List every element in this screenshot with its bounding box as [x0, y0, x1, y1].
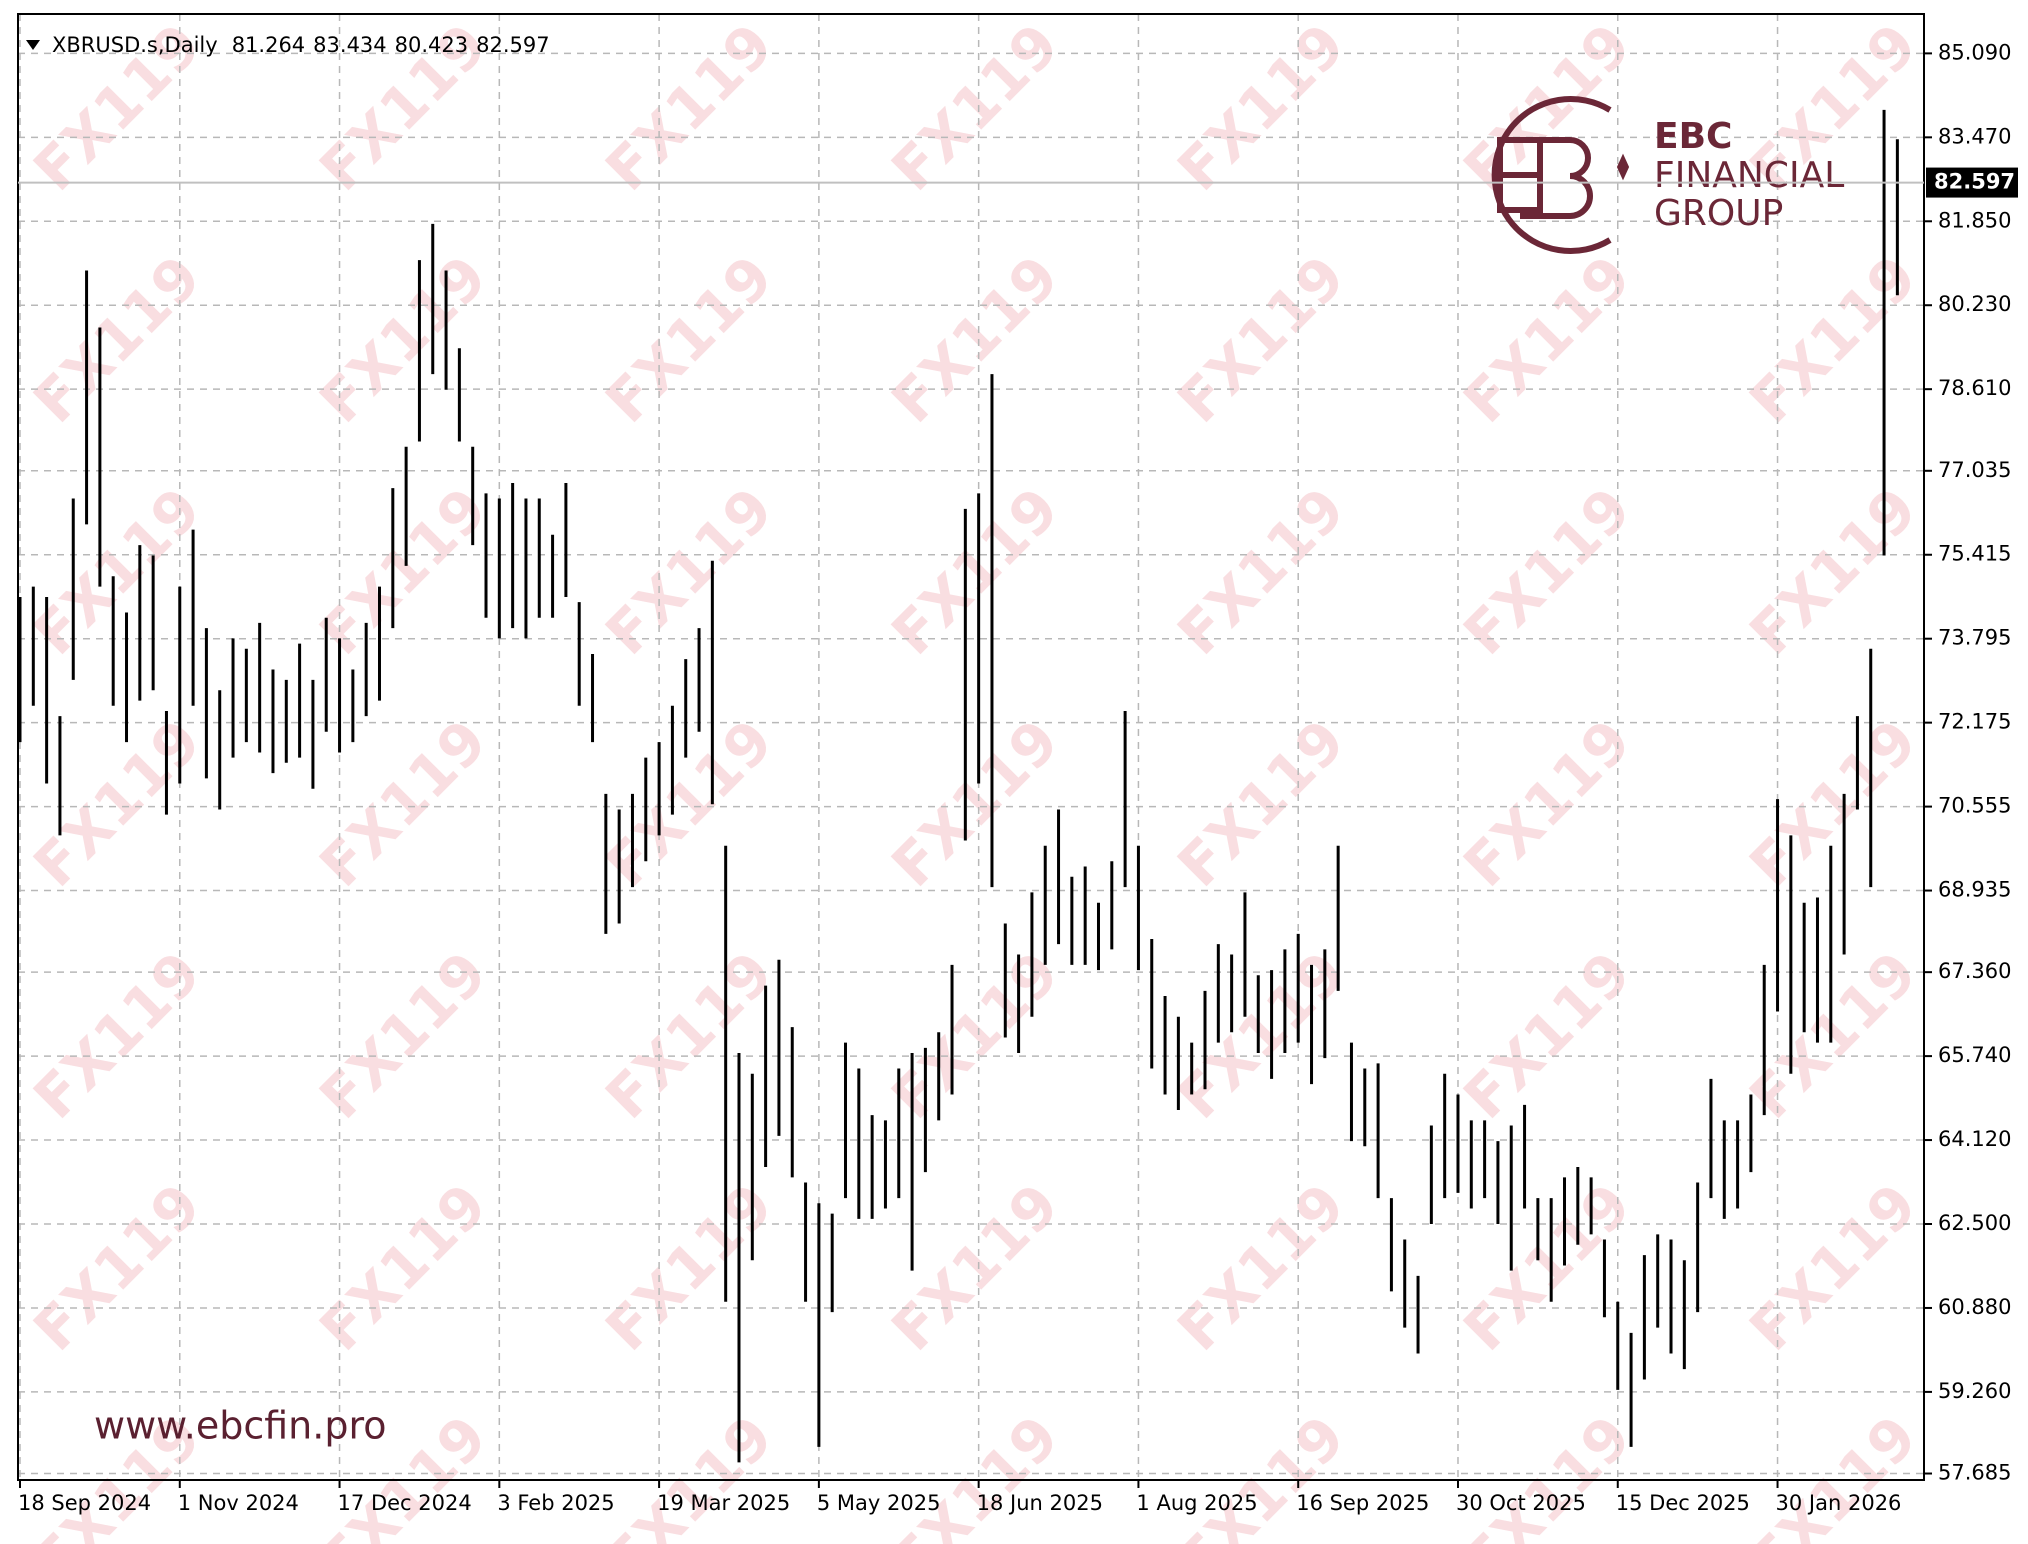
x-tick-label: 5 May 2025 — [817, 1491, 941, 1515]
y-tick-label: 85.090 — [1938, 40, 2011, 64]
website: www.ebcfin.pro — [94, 1404, 386, 1448]
plot-frame — [17, 13, 1925, 1481]
logo-ring — [1491, 96, 1612, 254]
open: 81.264 — [232, 33, 305, 57]
price-label: 82.597 — [1934, 170, 2015, 194]
x-tick-label: 18 Sep 2024 — [18, 1491, 151, 1515]
x-tick-label: 1 Aug 2025 — [1136, 1491, 1257, 1515]
y-tick-label: 64.120 — [1938, 1127, 2011, 1151]
x-tick-label: 15 Dec 2025 — [1616, 1491, 1750, 1515]
y-tick-label: 68.935 — [1938, 878, 2011, 902]
y-tick-label: 65.740 — [1938, 1043, 2011, 1067]
x-tick-label: 19 Mar 2025 — [657, 1491, 790, 1515]
y-tick-label: 57.685 — [1938, 1461, 2011, 1485]
bars — [18, 109, 1899, 1463]
y-tick-label: 80.230 — [1938, 292, 2011, 316]
high: 83.434 — [313, 33, 386, 57]
logo — [1491, 96, 1630, 254]
y-tick-label: 83.470 — [1938, 124, 2011, 148]
close: 82.597 — [476, 33, 549, 57]
logo-star — [1616, 153, 1630, 181]
logo-text: FINANCIAL — [1654, 155, 1844, 196]
x-tick-label: 16 Sep 2025 — [1296, 1491, 1429, 1515]
x-tick-label: 3 Feb 2025 — [497, 1491, 614, 1515]
y-tick-label: 59.260 — [1938, 1379, 2011, 1403]
y-tick-label: 73.795 — [1938, 626, 2011, 650]
y-tick-label: 70.555 — [1938, 794, 2011, 818]
x-tick-label: 30 Jan 2026 — [1776, 1491, 1902, 1515]
symbol: XBRUSD.s,Daily — [52, 33, 218, 57]
low: 80.423 — [395, 33, 468, 57]
logo-text: EBC — [1654, 116, 1732, 157]
logo-mark — [1497, 137, 1593, 219]
menu-triangle[interactable] — [26, 40, 40, 50]
x-tick-label: 17 Dec 2024 — [338, 1491, 472, 1515]
y-tick-label: 81.850 — [1938, 208, 2011, 232]
x-tick-label: 1 Nov 2024 — [178, 1491, 299, 1515]
y-tick-label: 62.500 — [1938, 1211, 2011, 1235]
x-tick-label: 18 Jun 2025 — [977, 1491, 1103, 1515]
y-tick-label: 77.035 — [1938, 458, 2011, 482]
header: XBRUSD.s,Daily 81.264 83.434 80.423 82.597 — [52, 33, 550, 57]
y-tick-label: 60.880 — [1938, 1295, 2011, 1319]
y-tick-label: 72.175 — [1938, 710, 2011, 734]
x-tick-label: 30 Oct 2025 — [1456, 1491, 1586, 1515]
price-label-box — [1926, 167, 2018, 198]
logo-text: GROUP — [1654, 193, 1783, 234]
y-tick-label: 78.610 — [1938, 376, 2011, 400]
y-tick-label: 75.415 — [1938, 542, 2011, 566]
y-tick-label: 67.360 — [1938, 959, 2011, 983]
